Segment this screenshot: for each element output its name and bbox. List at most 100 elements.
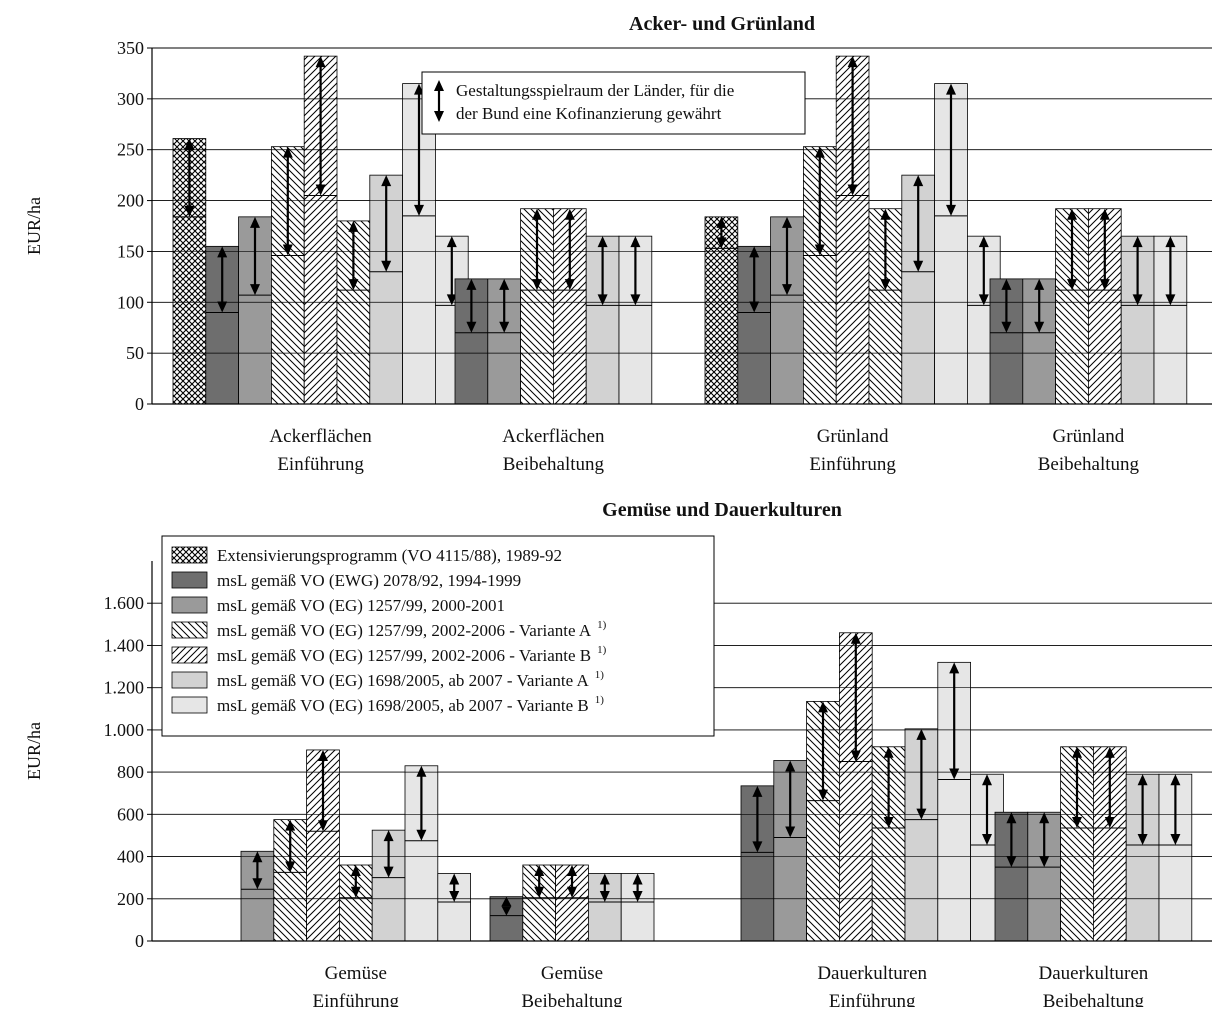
bar [989,278,1024,405]
bar [238,216,272,405]
y-tick-label: 300 [117,89,144,109]
range-arrow [534,865,545,898]
bar [618,235,653,405]
legend-superscript: 1) [597,644,607,656]
category-label: Ackerflächen [502,426,605,447]
range-arrow [1001,278,1012,333]
bar [1158,773,1193,942]
legend-swatch [171,646,208,664]
bar [588,873,622,942]
range-arrow [567,865,577,898]
note-line-2: der Bund eine Kofinanzierung gewährt [456,104,722,123]
y-tick-label: 200 [117,889,144,909]
range-arrow [381,175,392,272]
range-arrow [383,830,394,878]
bar [555,864,589,942]
legend-swatch [171,621,208,639]
bar [806,700,840,942]
legend-label: msL gemäß VO (EG) 1698/2005, ab 2007 - V… [217,694,604,715]
bar [303,55,338,405]
bar [835,55,870,405]
bar [240,850,275,942]
range-arrow [501,896,512,916]
category-label: Dauerkulturen [817,963,927,984]
range-arrow [446,236,457,306]
y-axis-label: EUR/ha [24,722,44,780]
y-tick-label: 1.400 [104,635,145,655]
bar [620,873,655,942]
range-arrow [416,765,427,841]
bars [172,55,1188,405]
range-arrow [1132,236,1143,306]
category-label: Beibehaltung [1043,991,1145,1007]
bar [901,174,935,405]
bar [205,245,240,405]
bar [454,278,489,405]
bar [172,138,207,405]
range-arrow [532,208,542,291]
bar [937,661,971,942]
bar [1125,773,1160,942]
bar [803,146,837,405]
range-arrow [752,785,763,853]
legend-superscript: 1) [597,619,607,631]
bar [1027,811,1062,942]
category-label: Einführung [277,454,364,475]
range-arrow [978,236,989,306]
y-tick-label: 800 [117,762,144,782]
legend-swatch [171,696,208,714]
bar [1088,208,1122,405]
range-arrow [883,746,894,829]
y-tick-label: 600 [117,804,144,824]
range-arrow [285,819,296,873]
bar [522,864,556,942]
legend-superscript: 1) [595,669,605,681]
range-arrow [1034,278,1045,333]
bar [336,220,371,405]
y-tick-label: 0 [135,394,144,414]
category-label: Beibehaltung [1038,454,1140,475]
bar [437,873,471,942]
range-arrow [184,138,195,217]
category-label: Einführung [829,991,916,1007]
bar [1022,278,1056,405]
legend-item: msL gemäß VO (EG) 1257/99, 2002-2006 - V… [171,644,607,665]
range-note-box: Gestaltungsspielraum der Länder, für die… [421,71,806,135]
y-tick-label: 350 [117,38,144,58]
bar [402,83,436,405]
legend-swatch [171,546,208,564]
note-frame [421,71,806,135]
y-tick-label: 150 [117,241,144,261]
range-arrow [818,701,828,801]
y-tick-label: 1.600 [104,593,145,613]
range-arrow [282,146,293,256]
range-arrow [1170,774,1181,845]
chart-title: Gemüse und Dauerkulturen [602,499,842,521]
legend-item: msL gemäß VO (EG) 1257/99, 2000-2001 [171,596,505,615]
bar [1153,235,1188,405]
category-label: Gemüse [541,963,603,984]
y-tick-label: 250 [117,140,144,160]
y-tick-label: 1.000 [104,720,145,740]
chart-title: Acker- und Grünland [629,13,815,35]
bar [868,208,903,405]
legend-swatch [171,596,208,614]
bar [369,174,403,405]
range-arrow [716,216,727,249]
range-arrow [1165,236,1176,306]
range-arrow [252,851,263,890]
bar [773,760,807,942]
legend: Extensivierungsprogramm (VO 4115/88), 19… [161,535,715,737]
note-arrow-icon [434,80,444,122]
note-line-1: Gestaltungsspielraum der Länder, für die [456,81,734,100]
bar [934,83,968,405]
bar [273,819,307,942]
bar [489,896,524,942]
category-label: Dauerkulturen [1039,963,1149,984]
legend-label: msL gemäß VO (EG) 1257/99, 2002-2006 - V… [217,619,607,640]
category-label: Beibehaltung [521,991,623,1007]
legend-label: msL gemäß VO (EWG) 2078/92, 1994-1999 [217,571,521,590]
category-label: Einführung [313,991,400,1007]
